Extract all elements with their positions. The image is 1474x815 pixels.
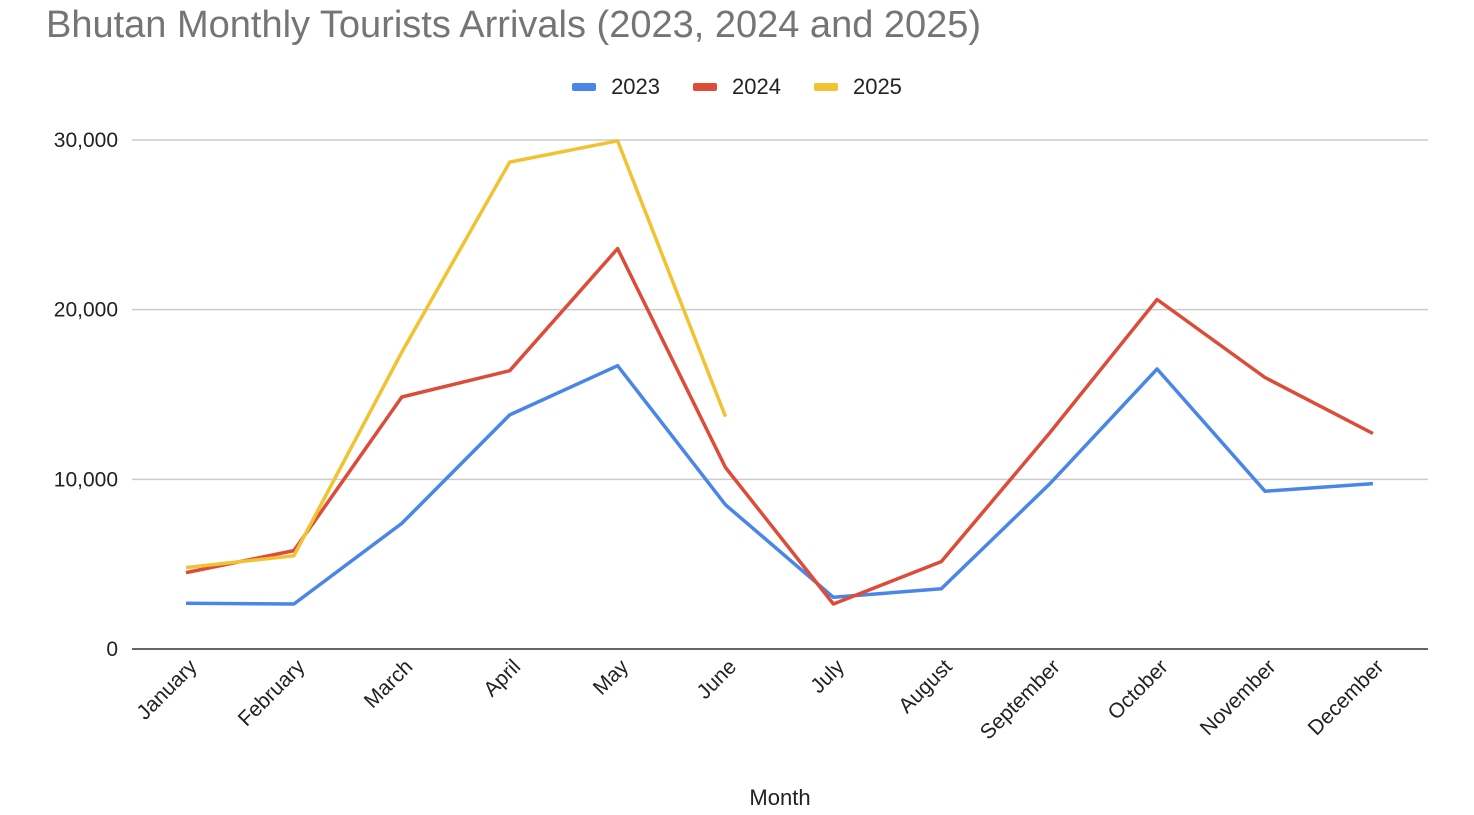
data-point-2023[interactable] bbox=[1262, 488, 1268, 494]
data-point-2024[interactable] bbox=[830, 601, 836, 607]
data-point-2024[interactable] bbox=[1046, 431, 1052, 437]
data-point-2023[interactable] bbox=[1154, 366, 1160, 372]
legend-label-2025: 2025 bbox=[852, 74, 902, 99]
data-point-2024[interactable] bbox=[938, 559, 944, 565]
data-point-2024[interactable] bbox=[1262, 375, 1268, 381]
chart-legend: 2023 2024 2025 bbox=[0, 70, 1474, 104]
legend-label-2023: 2023 bbox=[611, 74, 661, 99]
x-axis-ticks: January February March April May June July Augu… bbox=[132, 655, 1388, 744]
series-line-2023[interactable] bbox=[185, 363, 1374, 606]
data-point-2025[interactable] bbox=[399, 349, 405, 355]
series-lines bbox=[183, 138, 1376, 607]
data-point-2024[interactable] bbox=[399, 394, 405, 400]
legend-item-2024[interactable]: 2024 bbox=[693, 70, 781, 104]
data-point-2025[interactable] bbox=[615, 138, 621, 144]
x-tick-label: October bbox=[1104, 655, 1173, 724]
data-point-2024[interactable] bbox=[1154, 296, 1160, 302]
series-line-2024[interactable] bbox=[185, 246, 1374, 606]
series-line-2025[interactable] bbox=[185, 139, 728, 570]
data-point-2024[interactable] bbox=[615, 246, 621, 252]
data-point-2025[interactable] bbox=[291, 553, 297, 559]
legend-swatch-2024 bbox=[693, 83, 718, 91]
x-tick-label: December bbox=[1304, 655, 1389, 740]
legend-label-2024: 2024 bbox=[732, 74, 781, 99]
data-point-2023[interactable] bbox=[291, 601, 297, 607]
legend-swatch-2023 bbox=[572, 83, 597, 91]
gridlines bbox=[132, 139, 1428, 481]
data-point-2025[interactable] bbox=[723, 414, 729, 420]
data-point-2025[interactable] bbox=[507, 159, 513, 165]
data-point-2023[interactable] bbox=[1370, 481, 1376, 487]
data-point-2023[interactable] bbox=[399, 520, 405, 526]
data-point-2023[interactable] bbox=[723, 502, 729, 508]
data-point-2023[interactable] bbox=[507, 412, 513, 418]
x-tick-label: September bbox=[976, 655, 1065, 744]
x-tick-label: August bbox=[894, 655, 957, 718]
data-point-2023[interactable] bbox=[615, 363, 621, 369]
x-axis-title: Month bbox=[749, 785, 810, 810]
legend-item-2025[interactable]: 2025 bbox=[813, 70, 902, 104]
x-tick-label: March bbox=[360, 655, 418, 713]
y-axis-ticks: 0 10,000 20,000 30,000 bbox=[54, 129, 118, 661]
y-tick-label: 30,000 bbox=[54, 129, 118, 152]
chart-title: Bhutan Monthly Tourists Arrivals (2023, … bbox=[46, 4, 982, 46]
legend-swatch-2025 bbox=[813, 83, 838, 91]
data-point-2024[interactable] bbox=[507, 368, 513, 374]
data-point-2023[interactable] bbox=[183, 600, 189, 606]
y-tick-label: 0 bbox=[106, 638, 118, 661]
x-tick-label: July bbox=[806, 655, 849, 698]
data-point-2024[interactable] bbox=[1370, 431, 1376, 437]
x-tick-label: January bbox=[132, 655, 201, 724]
x-tick-label: June bbox=[693, 655, 741, 703]
y-tick-label: 20,000 bbox=[54, 299, 118, 322]
data-point-2025[interactable] bbox=[183, 565, 189, 571]
x-tick-label: May bbox=[589, 655, 634, 700]
data-point-2024[interactable] bbox=[723, 464, 729, 470]
legend-item-2023[interactable]: 2023 bbox=[572, 70, 660, 104]
y-tick-label: 10,000 bbox=[54, 468, 118, 491]
x-tick-label: November bbox=[1196, 655, 1281, 740]
data-point-2023[interactable] bbox=[938, 586, 944, 592]
data-point-2023[interactable] bbox=[1046, 481, 1052, 487]
x-tick-label: April bbox=[479, 655, 525, 701]
x-tick-label: February bbox=[234, 655, 310, 731]
